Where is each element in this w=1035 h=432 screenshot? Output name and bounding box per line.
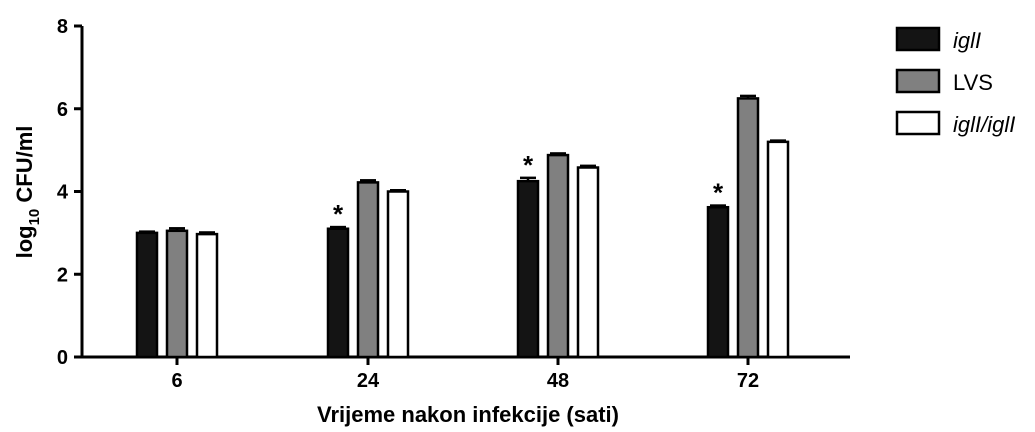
y-tick-label-1: 2 (57, 264, 68, 286)
bar-iglI-48 (516, 179, 540, 359)
x-tick-label-0: 6 (171, 370, 182, 392)
y-tick-label-4: 8 (57, 16, 68, 38)
legend-label-iglI: iglI (953, 28, 981, 53)
legend-label-iglI-iglI: iglI/iglI (953, 112, 1015, 137)
x-tick-label-2: 48 (547, 370, 569, 392)
bar-iglI-24 (326, 227, 350, 359)
legend-label-LVS: LVS (953, 70, 993, 95)
x-ticks: 6 24 48 72 (171, 357, 759, 392)
y-axis-label-rest: CFU/ml (12, 126, 37, 209)
y-tick-label-2: 4 (57, 182, 69, 204)
legend-swatch-iglI (895, 26, 941, 52)
legend: iglI LVS iglI/iglI (895, 26, 1015, 137)
bar-iglI-iglI-24 (386, 190, 410, 359)
significance-star-24: * (333, 199, 344, 229)
bar-LVS-6 (165, 229, 189, 359)
bar-iglI-iglI-48 (576, 166, 600, 359)
bar-iglI-6 (135, 231, 159, 359)
significance-marks: * * * (333, 150, 724, 229)
x-tick-label-1: 24 (357, 370, 380, 392)
x-axis-label: Vrijeme nakon infekcije (sati) (317, 402, 619, 427)
y-tick-label-0: 0 (57, 347, 68, 369)
y-tick-label-3: 6 (57, 99, 68, 121)
legend-swatch-LVS (895, 68, 941, 94)
y-axis-label-subscript: 10 (26, 209, 43, 226)
bars (135, 94, 790, 359)
legend-swatch-iglI-iglI (895, 110, 941, 136)
y-axis-label-base: log (12, 225, 37, 258)
bar-LVS-72 (736, 97, 760, 359)
y-axis-label: log10 CFU/ml (12, 126, 43, 259)
significance-star-48: * (523, 150, 534, 180)
bar-iglI-iglI-72 (766, 140, 790, 359)
bar-iglI-iglI-6 (195, 232, 219, 359)
significance-star-72: * (713, 178, 724, 208)
y-ticks: 0 2 4 6 8 (57, 16, 82, 369)
bar-iglI-72 (706, 205, 730, 359)
bar-LVS-48 (546, 153, 570, 359)
bar-LVS-24 (356, 181, 380, 359)
x-tick-label-3: 72 (737, 370, 759, 392)
